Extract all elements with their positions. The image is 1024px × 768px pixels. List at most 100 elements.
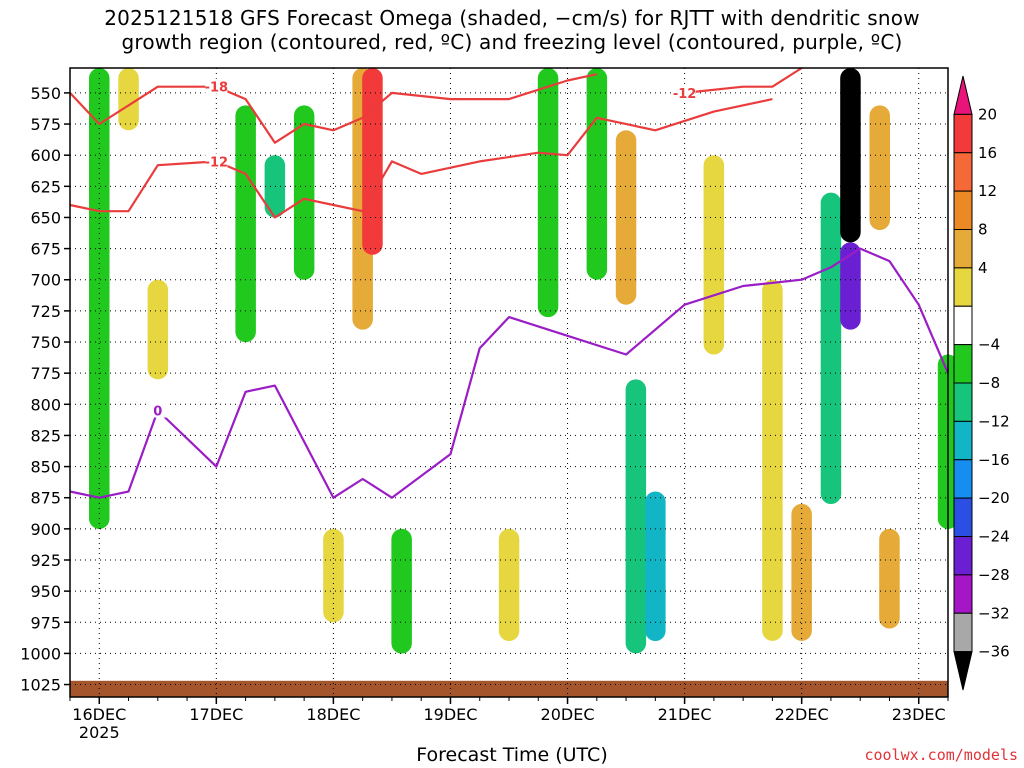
contour-1-0 (69, 247, 950, 499)
colorbar-label-1: 16 (978, 144, 997, 162)
y-axis: 550 575 600 625 650 675 700 725 750 775 800 825 850 8… (20, 84, 70, 695)
x-axis: 16DEC 17DEC 18DEC 19DEC 20DEC 21DEC 22DEC 23DEC… (69, 697, 949, 742)
y-tick-label-950: 950 (30, 582, 61, 601)
y-tick-label-575: 575 (30, 115, 61, 134)
contour-0-2 (684, 67, 803, 94)
colorbar-bin-1 (953, 113, 973, 154)
omega-region-17 (762, 279, 783, 641)
contour-label-0-0: -18 (205, 81, 229, 96)
y-tick-label-675: 675 (30, 240, 61, 259)
colorbar-label-6: −8 (978, 374, 1000, 392)
omega-region-2 (147, 279, 169, 380)
omega-region-21 (791, 503, 812, 641)
y-tick-label-600: 600 (30, 146, 61, 165)
y-tick-label-700: 700 (30, 271, 61, 290)
omega-region-15 (615, 130, 637, 305)
contour-label-0-1: -12 (205, 155, 229, 170)
y-tick-label-800: 800 (30, 395, 61, 414)
contour-label-bg-0-1 (205, 153, 228, 169)
colorbar-bin-9 (953, 420, 973, 461)
contour-layer: -18 -12 -12 0 (69, 67, 950, 499)
colorbar-label-0: 20 (978, 105, 997, 123)
x-tick-label-4: 20DEC (541, 705, 595, 724)
colorbar-bin-5 (953, 267, 973, 307)
y-tick-label-650: 650 (30, 208, 61, 227)
colorbar-bin-3 (953, 190, 973, 230)
x-axis-label: Forecast Time (UTC) (416, 744, 608, 766)
omega-region-12 (586, 68, 608, 280)
terrain-band (70, 680, 948, 697)
y-tick-label-900: 900 (30, 520, 61, 539)
contour-label-1-0: 0 (153, 405, 162, 420)
x-tick-label-1: 17DEC (189, 705, 243, 724)
omega-region-13 (625, 379, 647, 654)
chart-title-line-2: growth region (contoured, red, ºC) and f… (121, 30, 903, 54)
colorbar-label-5: −4 (978, 336, 1000, 354)
omega-region-10 (498, 528, 520, 641)
y-tick-label-1000: 1000 (20, 644, 61, 663)
y-tick-label-825: 825 (30, 426, 61, 445)
omega-region-11 (537, 68, 559, 318)
colorbar-label-9: −20 (978, 489, 1010, 507)
y-tick-label-925: 925 (30, 551, 61, 570)
x-tick-label-0: 16DEC (72, 705, 126, 724)
omega-region-14 (645, 491, 666, 641)
plot-area: -18 -12 -12 0 (69, 67, 959, 698)
colorbar-bin-14 (953, 612, 973, 653)
omega-region-20 (840, 242, 861, 330)
omega-region-8 (391, 528, 412, 654)
colorbar-label-11: −28 (978, 566, 1010, 584)
x-tick-label-7: 23DEC (892, 705, 946, 724)
y-tick-label-725: 725 (30, 302, 61, 321)
colorbar-label-13: −36 (978, 643, 1010, 661)
x-year-label: 2025 (79, 723, 120, 742)
contour-label-bg-1-0 (146, 402, 169, 418)
colorbar-label-12: −32 (978, 604, 1010, 622)
y-tick-label-775: 775 (30, 364, 61, 383)
chart-title-line-1: 2025121518 GFS Forecast Omega (shaded, −… (104, 6, 920, 30)
colorbar-bin-12 (953, 536, 973, 576)
y-tick-label-625: 625 (30, 177, 61, 196)
colorbar-bin-4 (953, 229, 973, 269)
omega-region-23 (879, 528, 900, 629)
colorbar-bin-2 (953, 152, 973, 192)
y-tick-label-1025: 1025 (20, 676, 61, 695)
x-tick-label-5: 21DEC (658, 705, 712, 724)
colorbar-bin-7 (953, 344, 973, 384)
contour-label-bg-0-0 (205, 78, 228, 94)
y-tick-label-550: 550 (30, 84, 61, 103)
colorbar-bin-8 (953, 382, 973, 422)
omega-region-22 (869, 105, 890, 230)
x-tick-label-2: 18DEC (306, 705, 360, 724)
contour-0-1 (69, 98, 773, 219)
colorbar-label-8: −16 (978, 451, 1010, 469)
omega-region-5 (293, 105, 315, 280)
colorbar-bin-11 (953, 497, 973, 537)
contour-label-bg-0-2 (673, 84, 696, 100)
contour-0-0 (69, 73, 598, 144)
colorbar-bin-6 (953, 305, 973, 346)
omega-region-18 (820, 192, 842, 504)
contour-label-0-2: -12 (673, 87, 697, 102)
colorbar-bin-0 (953, 75, 973, 115)
x-tick-label-6: 22DEC (775, 705, 829, 724)
omega-region-4 (264, 155, 286, 218)
colorbar-bin-10 (953, 459, 973, 499)
colorbar-label-3: 8 (978, 221, 988, 239)
colorbar-bin-15 (953, 651, 973, 691)
colorbar-label-4: 4 (978, 259, 988, 277)
colorbar-label-10: −24 (978, 528, 1010, 546)
colorbar-bin-13 (953, 574, 973, 614)
colorbar-label-2: 12 (978, 182, 997, 200)
colorbar-label-7: −12 (978, 412, 1010, 430)
y-tick-label-850: 850 (30, 458, 61, 477)
colorbar: 20 16 12 8 4 −4 −8 −12 −16 −20 −24 −28 −32 −36 (953, 75, 1010, 691)
omega-region-3 (235, 105, 256, 343)
y-tick-label-750: 750 (30, 333, 61, 352)
omega-region-9 (323, 528, 344, 623)
y-tick-label-975: 975 (30, 613, 61, 632)
credit-link[interactable]: coolwx.com/models (864, 746, 1018, 764)
omega-region-1 (118, 68, 139, 131)
y-tick-label-875: 875 (30, 489, 61, 508)
